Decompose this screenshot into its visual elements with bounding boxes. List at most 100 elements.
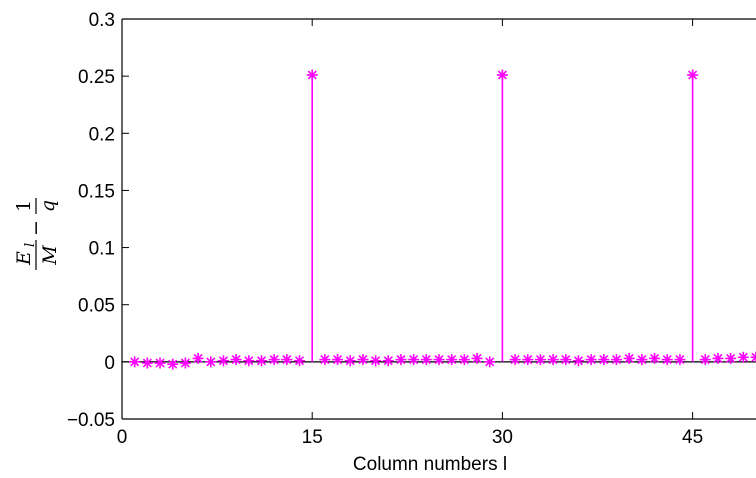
data-point [585,354,597,366]
marker-stroke [751,352,756,359]
x-tick-label: 15 [302,427,323,448]
marker-stroke [269,355,279,365]
data-point [344,355,356,367]
data-point [370,355,382,367]
marker-stroke [333,355,343,365]
data-point [433,354,445,366]
data-point [294,355,306,367]
marker-stroke [231,355,241,365]
data-point [382,355,394,367]
data-point [332,354,344,366]
data-point [687,69,699,81]
y-label-minus: − [25,220,47,236]
data-point [167,358,179,370]
marker-stroke [561,355,571,365]
data-point [649,352,661,364]
marker-stroke [611,355,622,365]
x-tick-label: 30 [492,427,513,448]
data-point [408,354,420,366]
marker-stroke [409,355,419,365]
data-point [636,354,648,366]
marker-stroke [485,357,495,367]
marker-stroke [675,355,685,365]
data-point [699,354,711,366]
marker-stroke [168,359,178,369]
data-point [674,354,686,366]
data-point [623,352,635,364]
marker-stroke [535,355,545,365]
y-label-term2: 1 q [13,198,59,214]
marker-stroke [738,352,748,362]
marker-stroke [282,355,292,365]
data-point [217,355,229,367]
data-point [446,354,458,366]
data-point [522,354,534,366]
data-point [611,354,623,366]
data-point [205,356,217,368]
marker-stroke [396,355,406,365]
x-tick-label: 0 [117,427,128,448]
marker-stroke [548,355,558,365]
data-point [141,357,153,369]
marker-stroke [142,358,152,368]
data-point [484,356,496,368]
marker-stroke [599,355,609,365]
data-point [268,354,280,366]
data-point [255,355,267,367]
marker-stroke [244,356,254,366]
marker-stroke [523,355,533,365]
marker-stroke [383,356,393,366]
data-point [560,354,572,366]
marker-stroke [155,358,165,368]
y-label-term2-numerator: 1 [13,200,35,212]
data-point [509,354,521,366]
data-point [243,355,255,367]
data-point [572,355,584,367]
data-point [661,354,673,366]
marker-stroke [662,355,672,365]
data-point [598,354,610,366]
x-tick-label: 45 [682,427,703,448]
marker-stroke [320,355,330,365]
data-point [737,351,749,363]
data-point [458,354,470,366]
marker-stroke [637,355,647,365]
y-label-term1-numerator: E [13,251,35,266]
marker-stroke [434,355,444,365]
marker-stroke [624,353,634,363]
marker-stroke [472,353,482,363]
marker-stroke [256,356,267,366]
data-point [230,354,242,366]
marker-stroke [307,70,317,80]
data-point [129,356,141,368]
data-point [192,352,204,364]
data-point [395,354,407,366]
y-tick-label: 0 [104,353,115,374]
data-point [547,354,559,366]
y-label-term1-subscript: l [23,243,38,247]
data-point [281,354,293,366]
y-label-term2-denominator: q [37,200,59,212]
marker-stroke [497,70,507,80]
marker-stroke [510,355,520,365]
data-point [712,352,724,364]
marker-stroke [447,355,457,365]
y-axis-label: E l M − 1 q [13,198,61,270]
data-point [154,357,166,369]
marker-stroke [180,358,190,368]
marker-stroke [700,355,710,365]
x-axis-label: Column numbers l [353,454,507,475]
marker-stroke [726,353,736,363]
marker-stroke [218,356,228,366]
data-marks [129,69,756,370]
y-tick-label: 0.1 [89,239,115,260]
data-point [179,357,191,369]
marker-stroke [713,353,723,363]
marker-stroke [358,355,368,365]
y-tick-label: 0.25 [78,67,115,88]
data-point [357,354,369,366]
data-point [420,354,432,366]
